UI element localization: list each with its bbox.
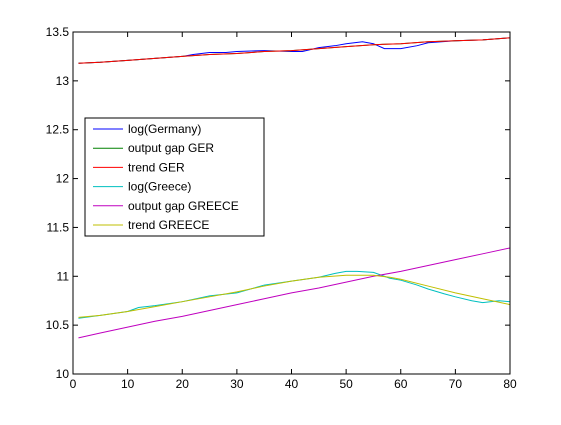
legend-label: log(Germany) <box>128 122 201 136</box>
y-tick-label: 13.5 <box>46 25 70 39</box>
y-tick-label: 12 <box>56 172 70 186</box>
x-tick-label: 60 <box>394 377 408 391</box>
x-tick-label: 50 <box>339 377 353 391</box>
x-tick-label: 0 <box>70 377 77 391</box>
x-tick-label: 80 <box>503 377 517 391</box>
plot-frame <box>72 31 511 375</box>
series-line-2 <box>78 37 511 64</box>
legend-label: trend GER <box>128 160 185 174</box>
legend-label: output gap GREECE <box>128 199 239 213</box>
legend-label: output gap GER <box>128 141 214 155</box>
x-tick-label: 70 <box>449 377 463 391</box>
x-tick-label: 30 <box>230 377 244 391</box>
legend-label: trend GREECE <box>128 218 209 232</box>
y-tick-label: 11 <box>57 269 70 283</box>
legend-label: log(Greece) <box>128 180 191 194</box>
legend: log(Germany) output gap GER trend GER log(G… <box>84 117 265 237</box>
y-tick-label: 12.5 <box>46 123 70 137</box>
series-layer <box>78 37 511 339</box>
x-tick-label: 10 <box>121 377 135 391</box>
series-line-5 <box>78 274 511 318</box>
series-line-3 <box>78 270 511 319</box>
legend-box <box>84 117 265 237</box>
series-line-4 <box>78 247 511 339</box>
y-tick-label: 13 <box>56 74 70 88</box>
y-tick-label: 10 <box>56 367 70 381</box>
x-tick-label: 20 <box>176 377 190 391</box>
y-tick-label: 10.5 <box>46 318 70 332</box>
y-tick-label: 11.5 <box>47 220 70 234</box>
x-tick-label: 40 <box>285 377 299 391</box>
ticks-layer: 0 10 20 30 40 50 60 70 801010.51111.51212.51313.… <box>46 25 517 391</box>
